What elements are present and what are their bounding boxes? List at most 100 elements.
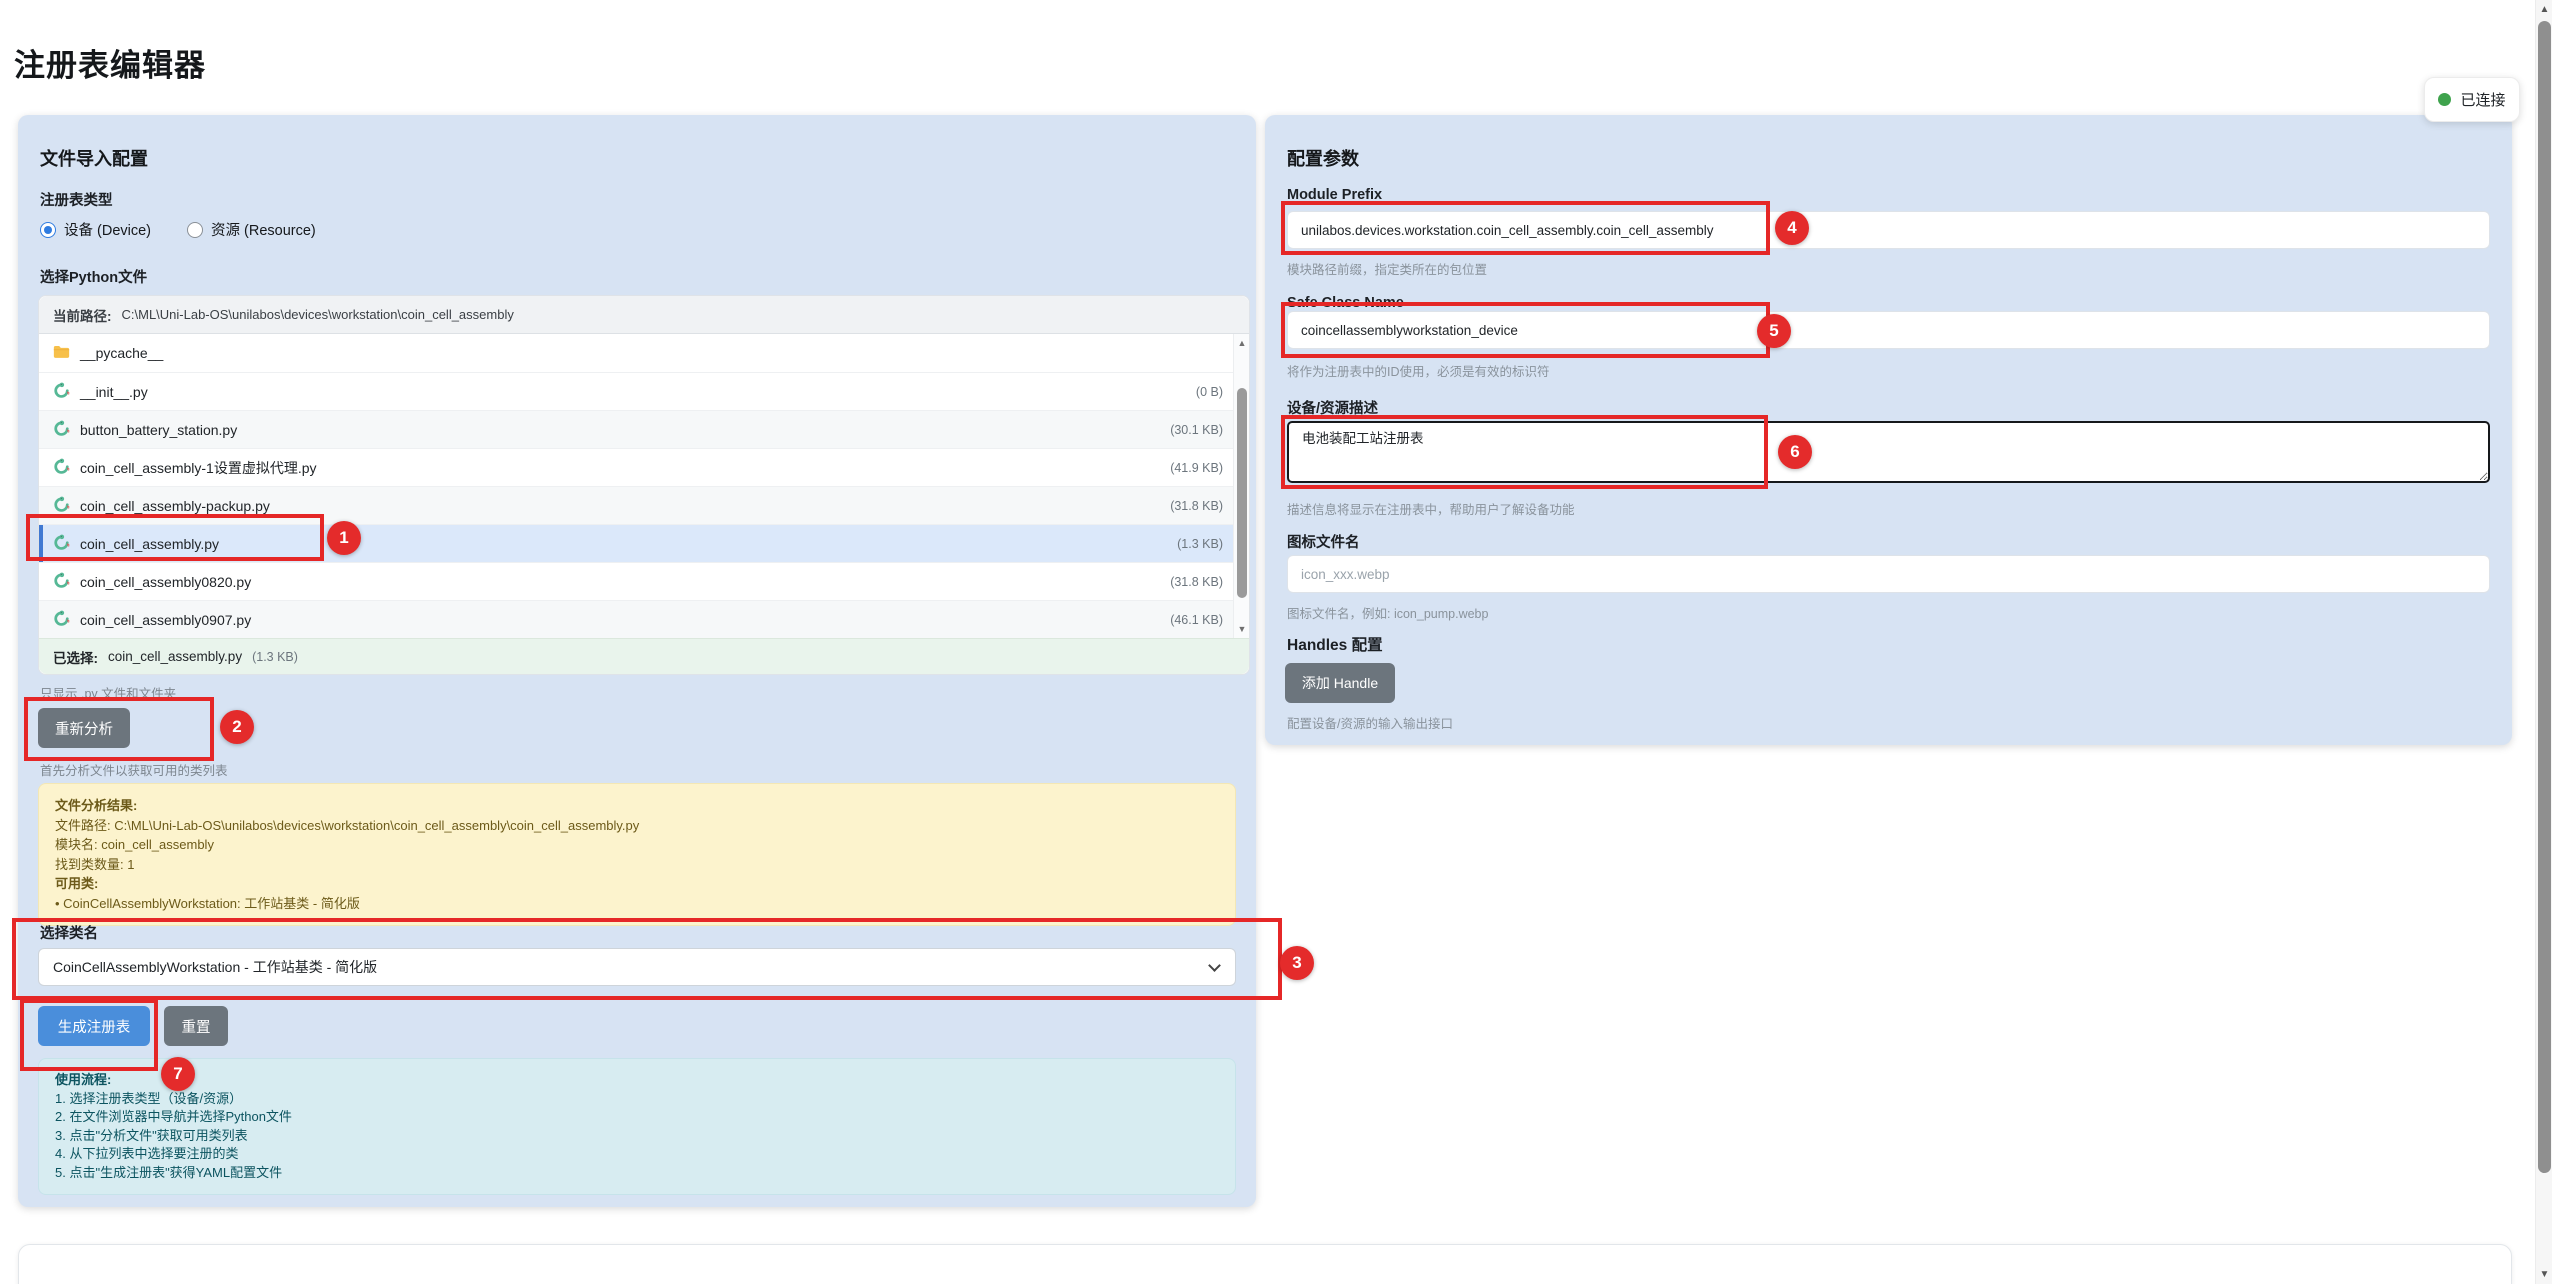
description-hint: 描述信息将显示在注册表中，帮助用户了解设备功能 [1287, 503, 1575, 517]
class-select[interactable]: CoinCellAssemblyWorkstation - 工作站基类 - 简化… [38, 948, 1236, 986]
file-row[interactable]: coin_cell_assembly.py (1.3 KB) [39, 524, 1249, 562]
analysis-line: 文件分析结果: [55, 798, 138, 813]
file-name: button_battery_station.py [80, 421, 238, 438]
icon-filename-label: 图标文件名 [1287, 535, 1360, 551]
file-size: (31.8 KB) [1170, 498, 1223, 513]
file-list: __pycache__ __init__.py (0 B) button_batter… [39, 334, 1249, 638]
file-row[interactable]: button_battery_station.py (30.1 KB) [39, 410, 1249, 448]
page-scroll-thumb[interactable] [2538, 21, 2551, 1173]
analysis-line: • CoinCellAssemblyWorkstation: 工作站基类 - 简… [55, 895, 360, 911]
annotation-marker-5: 5 [1757, 314, 1791, 348]
radio-device-label: 设备 (Device) [64, 223, 152, 239]
description-textarea[interactable]: 电池装配工站注册表 [1287, 421, 2490, 483]
current-path-value: C:\ML\Uni-Lab-OS\unilabos\devices\workst… [121, 307, 514, 322]
icon-filename-hint: 图标文件名，例如: icon_pump.webp [1287, 607, 1489, 621]
left-panel-title: 文件导入配置 [40, 149, 148, 169]
handles-config-label: Handles 配置 [1287, 637, 1383, 654]
scroll-up-icon[interactable]: ▲ [1237, 338, 1247, 348]
usage-step: 5. 点击"生成注册表"获得YAML配置文件 [55, 1164, 283, 1180]
selected-label: 已选择: [53, 650, 98, 666]
annotation-marker-2: 2 [220, 710, 254, 744]
config-params-panel: 配置参数 Module Prefix 模块路径前缀，指定类所在的包位置 Safe… [1265, 115, 2512, 745]
python-file-icon [53, 496, 70, 516]
annotation-marker-3: 3 [1280, 946, 1314, 980]
file-size: (46.1 KB) [1170, 612, 1223, 627]
selected-file-size: (1.3 KB) [252, 649, 298, 664]
file-list-scrollbar[interactable]: ▲ ▼ [1233, 334, 1249, 638]
page-scrollbar[interactable]: ▲ ▼ [2535, 0, 2552, 1284]
selected-file-name: coin_cell_assembly.py [108, 649, 243, 664]
python-file-icon [53, 610, 70, 630]
add-handle-button[interactable]: 添加 Handle [1285, 663, 1395, 703]
connection-status-badge: 已连接 [2424, 77, 2520, 122]
file-name: coin_cell_assembly0820.py [80, 573, 252, 590]
file-row[interactable]: __init__.py (0 B) [39, 372, 1249, 410]
file-row[interactable]: __pycache__ [39, 334, 1249, 372]
right-panel-title: 配置参数 [1287, 149, 1359, 169]
safe-class-name-hint: 将作为注册表中的ID使用，必须是有效的标识符 [1287, 365, 1550, 379]
selected-file-bar: 已选择: coin_cell_assembly.py (1.3 KB) [39, 638, 1249, 674]
page-scroll-up-icon[interactable]: ▲ [2539, 4, 2550, 15]
module-prefix-hint: 模块路径前缀，指定类所在的包位置 [1287, 263, 1488, 277]
file-name: coin_cell_assembly0907.py [80, 611, 252, 628]
class-select-label: 选择类名 [40, 926, 98, 942]
analysis-line: 可用类: [55, 876, 99, 891]
page-scroll-down-icon[interactable]: ▼ [2539, 1269, 2550, 1280]
connected-dot-icon [2438, 93, 2452, 106]
current-path-bar: 当前路径: C:\ML\Uni-Lab-OS\unilabos\devices\… [39, 296, 1249, 334]
file-size: (1.3 KB) [1177, 536, 1223, 551]
usage-step: 1. 选择注册表类型（设备/资源） [55, 1090, 243, 1106]
generate-registry-button[interactable]: 生成注册表 [38, 1006, 150, 1046]
analysis-line: 文件路径: C:\ML\Uni-Lab-OS\unilabos\devices\… [55, 817, 640, 833]
file-row[interactable]: coin_cell_assembly0907.py (46.1 KB) [39, 600, 1249, 638]
bottom-card [18, 1244, 2512, 1284]
python-file-icon [53, 458, 70, 478]
python-file-icon [53, 534, 70, 554]
radio-resource[interactable]: 资源 (Resource) [187, 219, 316, 240]
module-prefix-label: Module Prefix [1287, 187, 1383, 203]
module-prefix-input[interactable] [1287, 211, 2490, 249]
usage-step: 2. 在文件浏览器中导航并选择Python文件 [55, 1109, 292, 1124]
safe-class-name-input[interactable] [1287, 311, 2490, 349]
file-name: coin_cell_assembly-packup.py [80, 497, 270, 514]
file-name: __init__.py [80, 383, 148, 400]
annotation-marker-1: 1 [327, 521, 361, 555]
description-label: 设备/资源描述 [1287, 401, 1379, 417]
radio-device[interactable]: 设备 (Device) [40, 219, 151, 240]
annotation-marker-6: 6 [1778, 435, 1812, 469]
current-path-label: 当前路径: [53, 308, 112, 324]
file-size: (41.9 KB) [1170, 460, 1223, 475]
python-file-label: 选择Python文件 [40, 270, 148, 286]
file-name: coin_cell_assembly-1设置虚拟代理.py [80, 459, 317, 476]
file-size: (30.1 KB) [1170, 422, 1223, 437]
scroll-down-icon[interactable]: ▼ [1237, 624, 1247, 634]
file-name: __pycache__ [80, 345, 164, 361]
analyze-hint: 首先分析文件以获取可用的类列表 [40, 764, 228, 778]
registry-type-label: 注册表类型 [40, 193, 113, 209]
radio-device-icon[interactable] [40, 221, 56, 238]
annotation-marker-4: 4 [1775, 211, 1809, 245]
radio-resource-label: 资源 (Resource) [211, 223, 316, 239]
reset-button[interactable]: 重置 [164, 1006, 228, 1046]
annotation-marker-7: 7 [161, 1057, 195, 1091]
file-list-scroll-thumb[interactable] [1237, 388, 1247, 598]
connected-label: 已连接 [2460, 92, 2506, 109]
safe-class-name-label: Safe Class Name [1287, 295, 1404, 311]
icon-filename-input[interactable] [1287, 555, 2490, 593]
file-size: (0 B) [1195, 384, 1223, 399]
usage-step: 4. 从下拉列表中选择要注册的类 [55, 1146, 239, 1161]
handles-hint: 配置设备/资源的输入输出接口 [1287, 717, 1453, 731]
usage-flow-box: 使用流程: 1. 选择注册表类型（设备/资源） 2. 在文件浏览器中导航并选择Pyt… [38, 1058, 1236, 1195]
file-row[interactable]: coin_cell_assembly0820.py (31.8 KB) [39, 562, 1249, 600]
python-file-icon [53, 572, 70, 592]
file-row[interactable]: coin_cell_assembly-1设置虚拟代理.py (41.9 KB) [39, 448, 1249, 486]
python-file-icon [53, 382, 70, 402]
reanalyze-button[interactable]: 重新分析 [38, 708, 130, 748]
radio-resource-icon[interactable] [187, 221, 204, 238]
python-file-icon [53, 420, 70, 440]
analysis-result-box: 文件分析结果: 文件路径: C:\ML\Uni-Lab-OS\unilabos\d… [38, 783, 1236, 926]
file-row[interactable]: coin_cell_assembly-packup.py (31.8 KB) [39, 486, 1249, 524]
folder-icon [53, 343, 70, 363]
analysis-line: 模块名: coin_cell_assembly [55, 837, 214, 852]
